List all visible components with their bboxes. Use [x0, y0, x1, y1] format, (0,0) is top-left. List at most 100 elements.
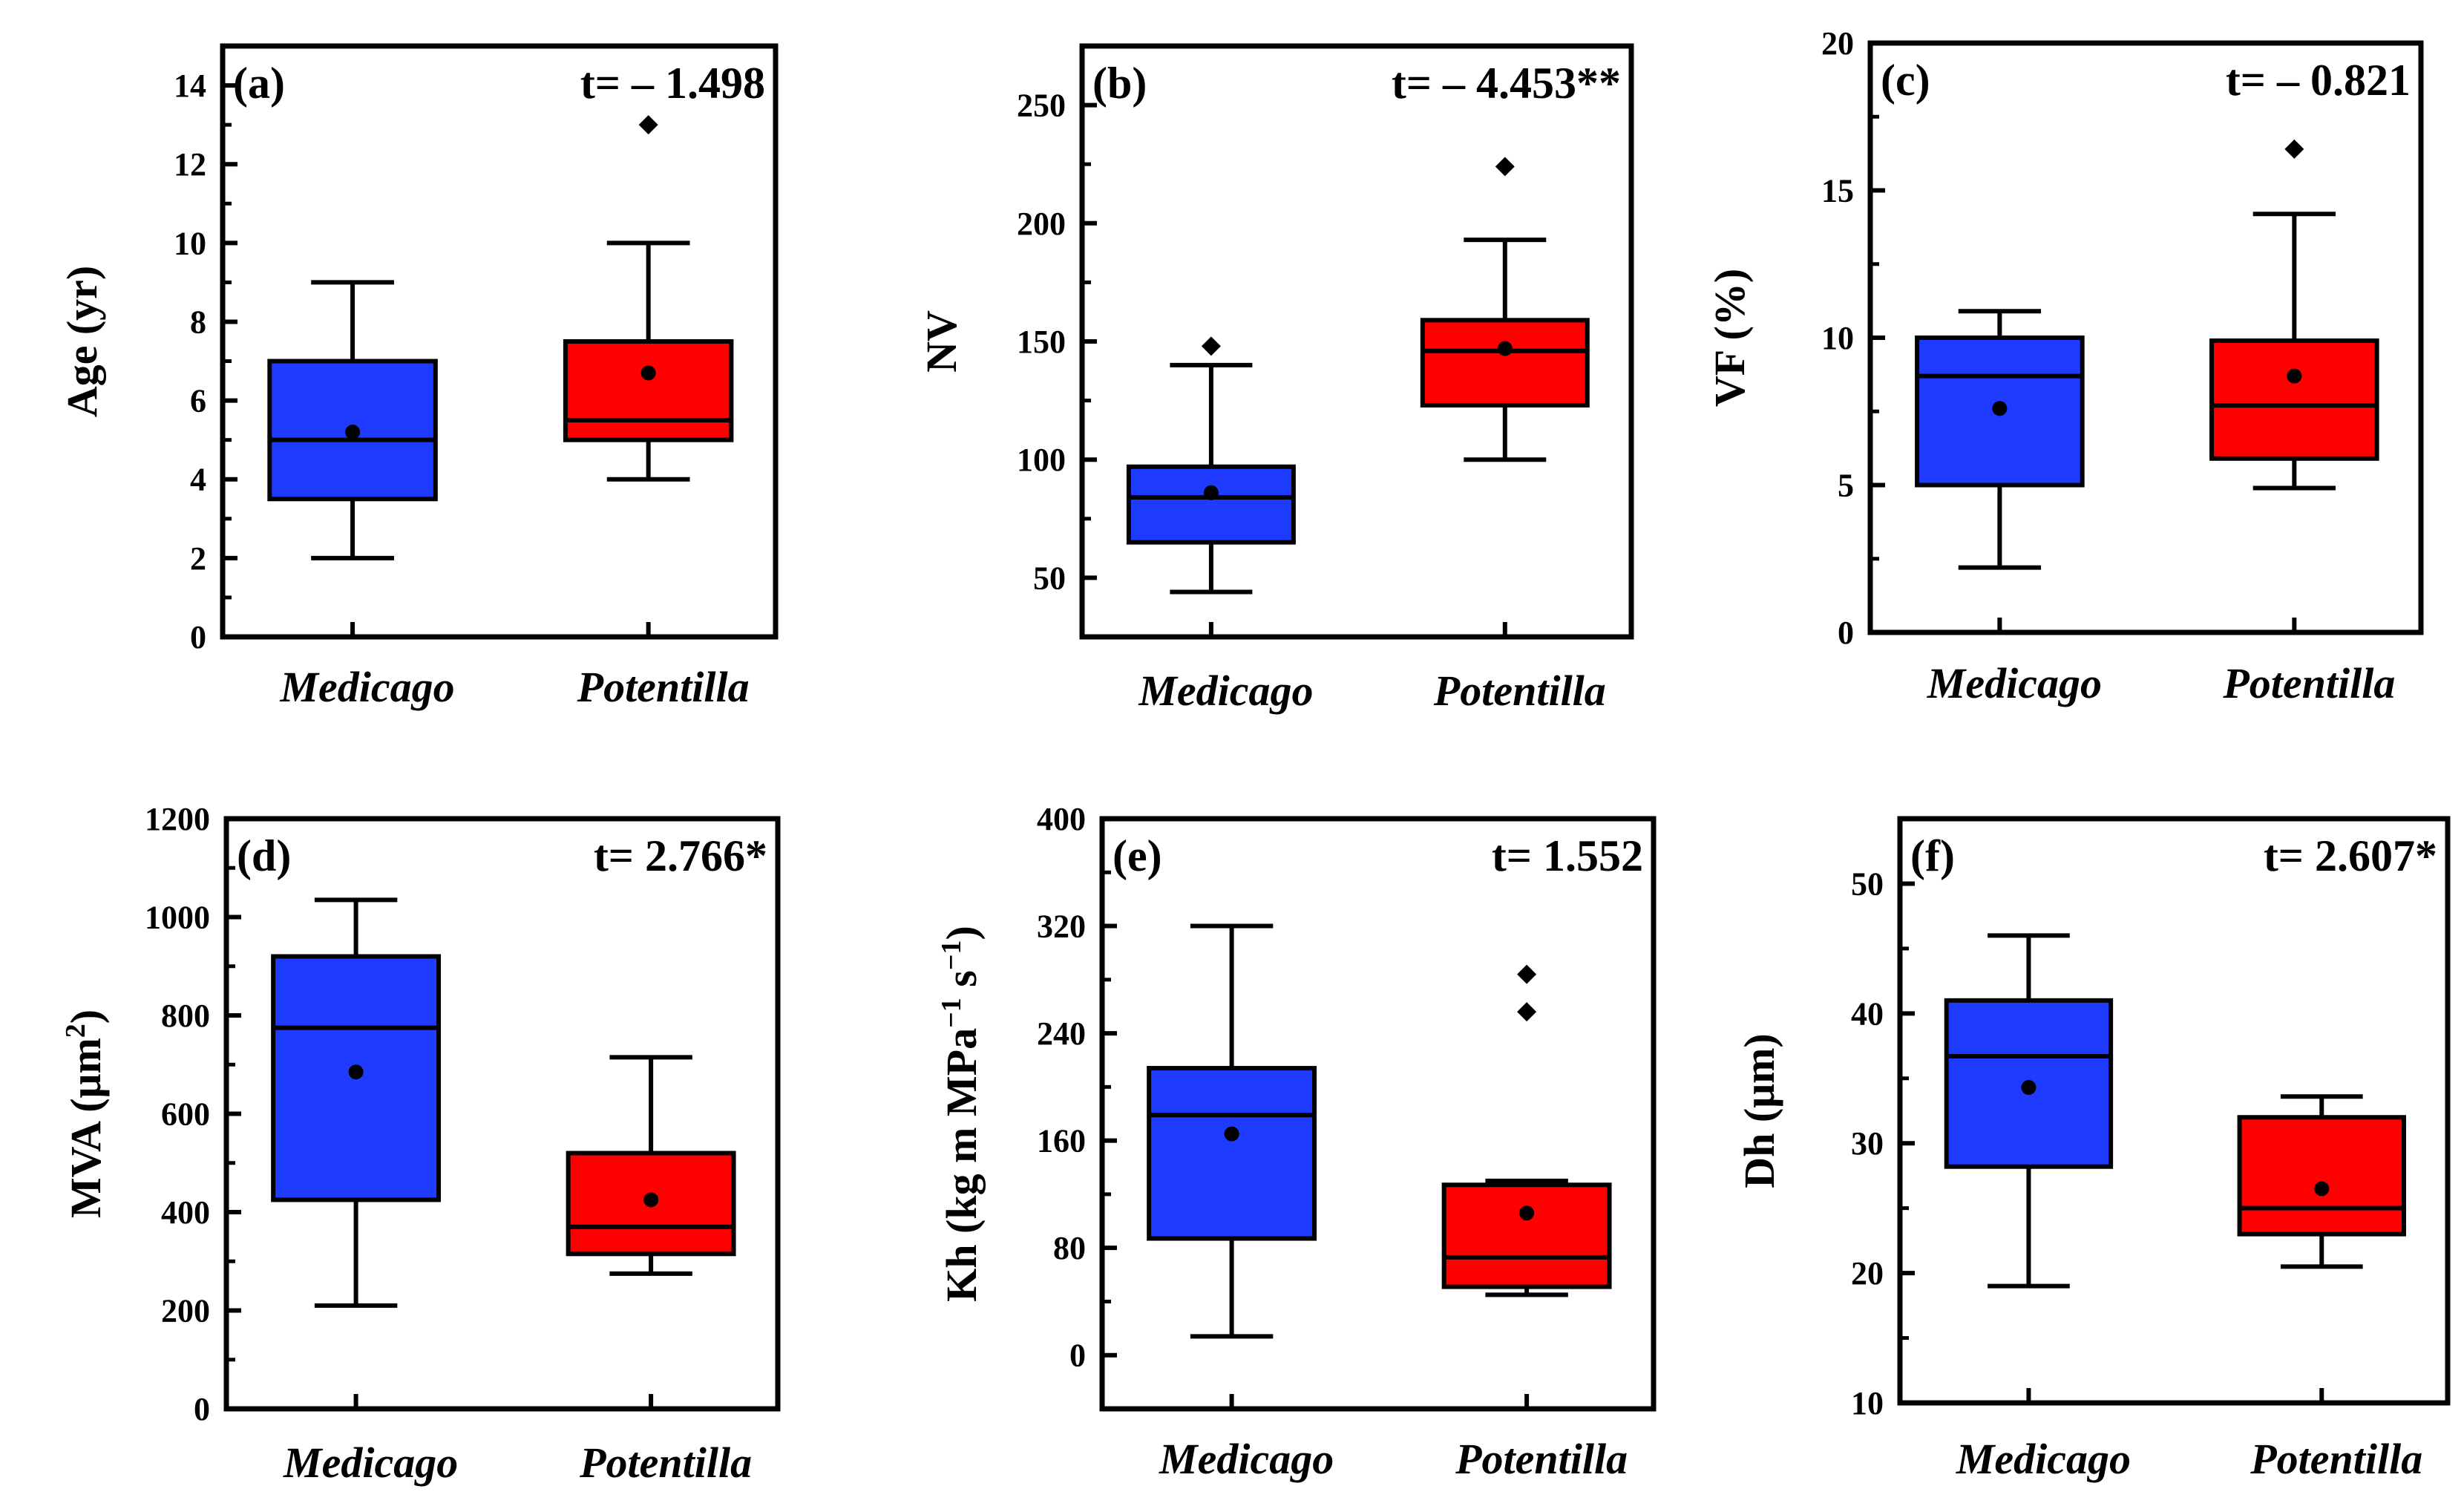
t-statistic: t= – 4.453**	[1392, 59, 1621, 108]
y-tick-label: 400	[161, 1194, 210, 1231]
y-tick-label: 50	[1033, 560, 1066, 596]
y-axis-label: Kh (kg m MPa−1 s−1)	[936, 926, 986, 1302]
mean-point	[1224, 1126, 1239, 1142]
y-tick-label: 100	[1017, 442, 1066, 478]
category-label: Potentilla	[2222, 659, 2395, 707]
y-tick-label: 320	[1037, 909, 1086, 945]
category-label: Potentilla	[1455, 1435, 1628, 1483]
y-tick-label: 4	[190, 462, 206, 498]
mean-point	[2287, 368, 2302, 384]
category-label: Medicago	[279, 663, 454, 711]
y-axis-label-part: s	[937, 970, 986, 998]
iqr-box	[563, 339, 734, 442]
panel-label: (b)	[1092, 59, 1147, 108]
panel-label: (f)	[1910, 831, 1955, 880]
outlier-point	[638, 115, 658, 135]
plot-frame	[1099, 816, 1657, 1412]
y-axis-label: MVA (μm2)	[60, 1009, 110, 1218]
y-tick-label: 14	[174, 68, 206, 104]
y-tick-label: 8	[190, 304, 206, 340]
box-potentilla: Potentilla	[563, 115, 750, 711]
mean-point	[345, 425, 361, 440]
t-statistic: t= 2.607*	[2264, 831, 2437, 880]
category-label: Medicago	[1159, 1435, 1334, 1483]
y-axis-label-superscript: −1	[936, 940, 967, 971]
y-tick-label: 1200	[145, 801, 210, 837]
y-tick-label: 80	[1053, 1230, 1086, 1266]
y-axis-label-superscript: −1	[936, 998, 967, 1028]
t-statistic: t= 1.552	[1492, 831, 1643, 880]
mean-point	[643, 1192, 659, 1208]
mean-point	[2314, 1181, 2330, 1197]
y-tick-label: 200	[1017, 206, 1066, 242]
y-tick-label: 0	[1838, 615, 1854, 651]
plot-frame	[220, 43, 779, 640]
y-axis-label-part: MVA (μm	[62, 1038, 110, 1218]
category-label: Medicago	[283, 1439, 458, 1487]
y-axis-label-part: )	[937, 926, 986, 940]
box-medicago: Medicago	[1126, 336, 1313, 715]
y-tick-label: 0	[1069, 1338, 1086, 1374]
y-tick-label: 200	[161, 1293, 210, 1329]
panel-b: 50 100 150 200 250 NV (b) t= – 4.453** Medicago P…	[917, 43, 1634, 715]
y-tick-label: 0	[190, 619, 206, 655]
y-tick-label: 1000	[145, 900, 210, 936]
mean-point	[2021, 1080, 2037, 1096]
panel-f: 10 20 30 40 50 Dh (μm) (f) t= 2.607* Medicago Pot…	[1735, 816, 2451, 1483]
y-tick-label: 0	[194, 1391, 210, 1427]
y-tick-label: 400	[1037, 801, 1086, 837]
iqr-box	[1420, 318, 1590, 408]
panel-a: 0 2 4 6 8 10 12 14 Age (yr) (a) t= – 1.498 Medicago…	[58, 43, 779, 711]
y-tick-label: 240	[1037, 1015, 1086, 1052]
y-axis-label-part: Kh (kg m MPa	[937, 1028, 986, 1302]
panel-label: (e)	[1113, 831, 1162, 880]
category-label: Medicago	[1927, 659, 2102, 707]
y-axis-label: NV	[917, 310, 966, 373]
y-tick-label: 150	[1017, 324, 1066, 360]
mean-point	[1519, 1205, 1535, 1221]
outlier-point	[2284, 139, 2304, 159]
category-label: Potentilla	[2250, 1435, 2422, 1483]
y-tick-label: 160	[1037, 1123, 1086, 1159]
y-tick-label: 50	[1851, 865, 1884, 902]
iqr-box	[1441, 1182, 1612, 1289]
outlier-point	[1517, 1002, 1537, 1022]
panel-c: 0 5 10 15 20 VF (%) (c) t= – 0.821 Medicago Poten…	[1706, 25, 2424, 707]
mean-point	[348, 1064, 364, 1080]
category-label: Potentilla	[577, 663, 750, 711]
y-tick-label: 600	[161, 1096, 210, 1133]
y-tick-label: 2	[190, 540, 206, 577]
panel-d: 0 200 400 600 800 1000 1200 MVA (μm2) (d) t= 2.76…	[60, 801, 781, 1487]
outlier-point	[1495, 157, 1515, 177]
t-statistic: t= – 1.498	[580, 59, 765, 108]
category-label: Medicago	[1138, 667, 1313, 715]
y-tick-label: 15	[1821, 173, 1854, 209]
mean-point	[1203, 485, 1219, 500]
y-tick-label: 10	[174, 225, 206, 261]
y-tick-label: 6	[190, 383, 206, 419]
y-tick-label: 20	[1821, 25, 1854, 62]
y-tick-label: 10	[1821, 320, 1854, 356]
category-label: Potentilla	[579, 1439, 752, 1487]
y-axis-label-superscript: 2	[60, 1024, 91, 1038]
y-axis-label: Dh (μm)	[1735, 1033, 1783, 1188]
category-label: Medicago	[1956, 1435, 2131, 1483]
box-potentilla: Potentilla	[1420, 157, 1606, 715]
mean-point	[1497, 341, 1513, 356]
y-tick-label: 40	[1851, 995, 1884, 1032]
y-tick-label: 30	[1851, 1125, 1884, 1162]
iqr-box	[2209, 338, 2379, 461]
y-tick-label: 800	[161, 998, 210, 1034]
box-medicago: Medicago	[1915, 309, 2102, 707]
t-statistic: t= – 0.821	[2226, 56, 2411, 105]
box-potentilla: Potentilla	[566, 1055, 752, 1487]
y-tick-label: 10	[1851, 1385, 1884, 1421]
iqr-box	[1147, 1066, 1317, 1241]
y-axis-label-part: )	[62, 1009, 110, 1024]
t-statistic: t= 2.766*	[594, 831, 767, 880]
y-tick-label: 12	[174, 146, 206, 183]
box-potentilla: Potentilla	[1441, 964, 1628, 1483]
mean-point	[640, 365, 656, 381]
